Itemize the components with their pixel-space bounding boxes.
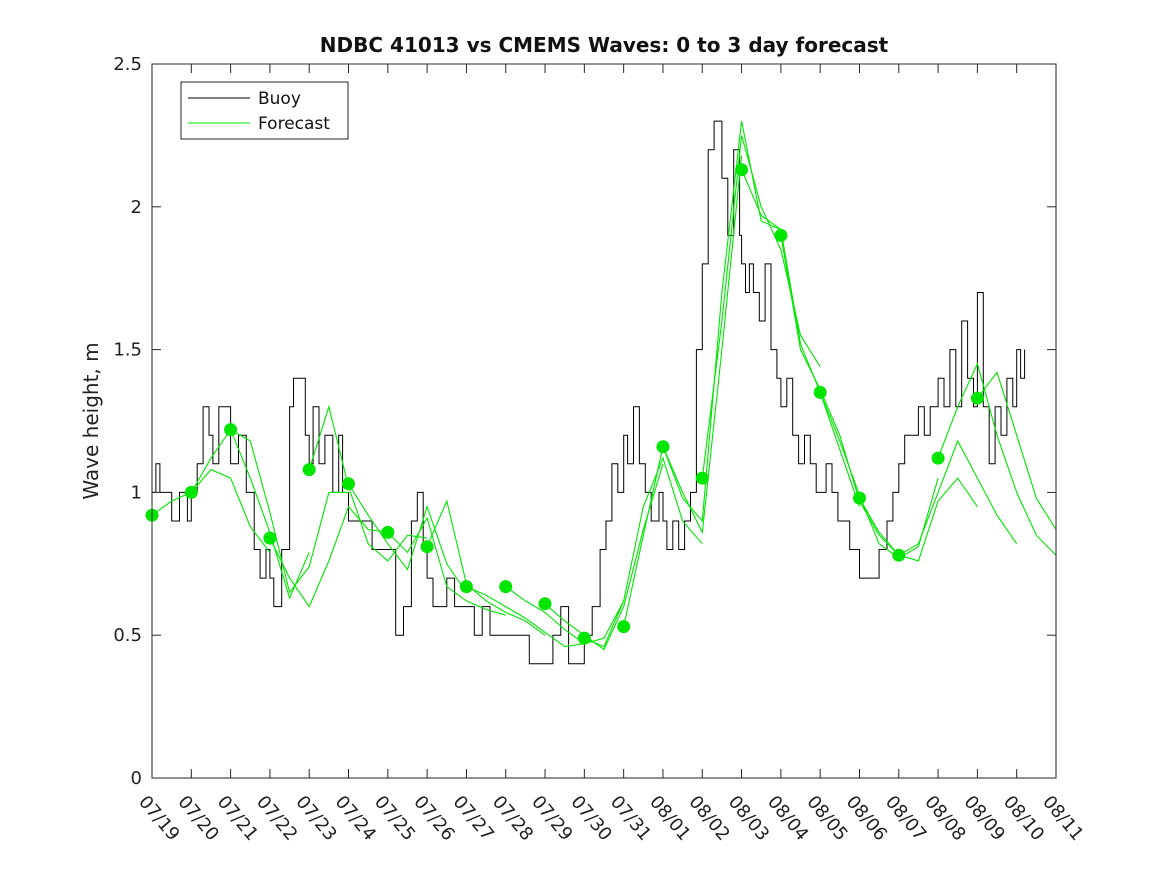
forecast-line-4 — [269, 505, 388, 608]
y-tick-label: 0 — [131, 768, 142, 789]
forecast-line-12 — [584, 456, 703, 648]
y-tick-label: 2 — [131, 197, 142, 218]
forecast-line-20 — [898, 439, 1018, 556]
forecast-marker-10 — [499, 580, 513, 594]
forecast-markers — [145, 163, 984, 645]
y-tick-label: 0.5 — [113, 625, 142, 646]
forecast-line-11 — [544, 463, 664, 651]
forecast-line-8 — [426, 499, 546, 636]
forecast-marker-17 — [774, 228, 788, 242]
forecast-line-21 — [937, 362, 1057, 556]
y-axis-label: Wave height, m — [79, 342, 103, 499]
buoy-series — [152, 120, 1026, 665]
forecast-line-2 — [190, 428, 310, 600]
forecast-line-5 — [308, 404, 428, 562]
y-tick-label: 1.5 — [113, 340, 142, 361]
legend-forecast-label: Forecast — [258, 114, 330, 134]
forecast-marker-18 — [813, 385, 827, 399]
forecast-marker-15 — [695, 471, 709, 485]
forecast-line-13 — [623, 155, 743, 627]
forecast-marker-5 — [302, 463, 316, 477]
forecast-marker-7 — [381, 525, 395, 539]
plot-background — [152, 64, 1056, 778]
forecast-line-18 — [819, 392, 939, 559]
buoy-line — [152, 120, 1026, 665]
forecast-marker-14 — [656, 440, 670, 454]
forecast-marker-21 — [931, 451, 945, 465]
forecast-marker-16 — [735, 163, 749, 177]
forecast-line-6 — [348, 483, 467, 593]
forecast-marker-22 — [970, 391, 984, 405]
plot-area: 00.511.522.5 07/1907/2007/2107/2207/2307… — [113, 54, 1087, 845]
legend-box — [180, 81, 349, 140]
forecast-line-10 — [505, 586, 625, 645]
forecast-marker-19 — [853, 491, 866, 505]
forecast-line-19 — [859, 477, 978, 562]
forecast-marker-3 — [224, 423, 238, 437]
forecast-line-22 — [976, 371, 1057, 530]
forecast-marker-11 — [538, 597, 552, 611]
y-axis-ticks: 0 0.5 1 1.5 2 2.5 — [113, 54, 1056, 789]
forecast-line-16 — [741, 169, 861, 507]
legend-buoy-label: Buoy — [258, 89, 301, 109]
forecast-marker-13 — [617, 620, 631, 634]
forecast-line-1 — [151, 468, 271, 553]
forecast-line-15 — [701, 135, 821, 479]
forecast-marker-12 — [577, 631, 591, 645]
y-tick-label: 2.5 — [113, 54, 142, 75]
forecast-marker-9 — [459, 580, 473, 594]
forecast-line-17 — [780, 235, 900, 556]
chart-title: NDBC 41013 vs CMEMS Waves: 0 to 3 day fo… — [320, 33, 889, 57]
legend: Buoy Forecast — [180, 81, 349, 140]
plot-frame — [151, 63, 1057, 779]
forecast-series-group — [151, 120, 1057, 651]
forecast-marker-4 — [263, 531, 277, 545]
y-tick-label: 1 — [131, 482, 142, 503]
forecast-line-14 — [662, 120, 782, 523]
forecast-line-9 — [466, 586, 585, 648]
forecast-line-7 — [387, 516, 506, 616]
forecast-marker-6 — [342, 477, 355, 491]
forecast-marker-2 — [184, 485, 198, 499]
forecast-line-3 — [230, 429, 349, 594]
forecast-marker-20 — [892, 548, 906, 562]
forecast-marker-8 — [420, 540, 434, 554]
